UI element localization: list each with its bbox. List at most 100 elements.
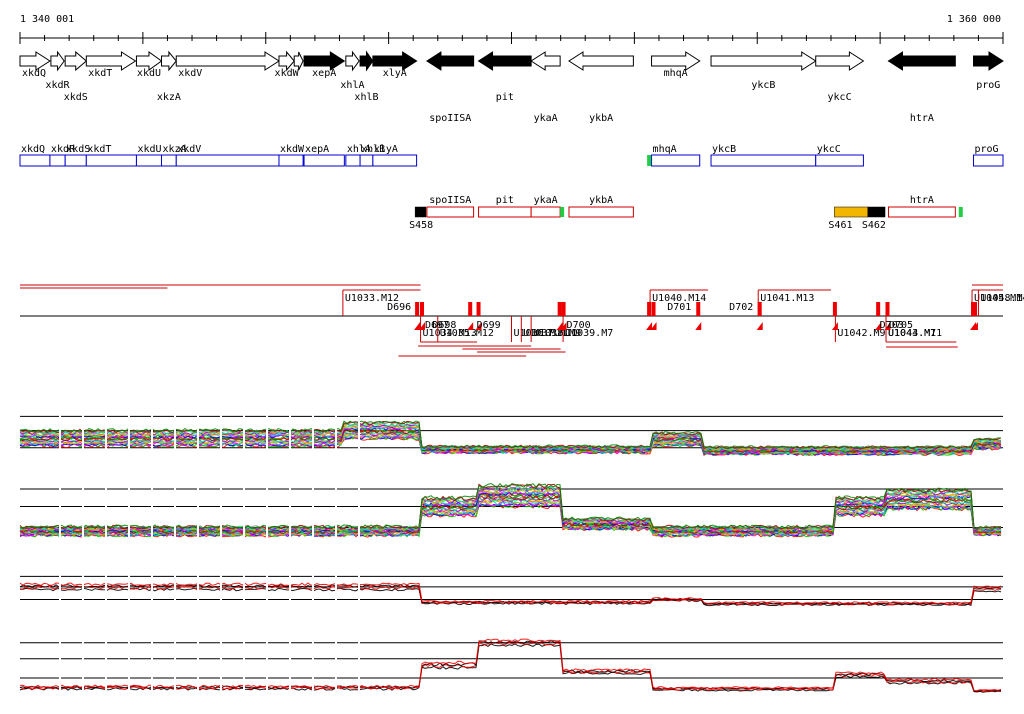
blue-feature-box [710, 154, 817, 167]
breakpoint-label: D701 [667, 302, 691, 313]
gene-label: xkdS [64, 92, 88, 103]
blue-feature-box [85, 154, 137, 167]
breakpoint-marker [876, 302, 881, 316]
red-feature-box [426, 206, 475, 218]
breakpoint-marker [468, 302, 473, 316]
blue-feature-box [64, 154, 87, 167]
gene-label: mhqA [664, 68, 688, 79]
breakpoint-marker [885, 302, 890, 316]
gene-arrow [345, 50, 360, 72]
breakpoint-marker [647, 302, 652, 316]
breakpoint-marker [757, 302, 762, 316]
breakpoint-marker [475, 322, 482, 330]
gene-label: htrA [910, 113, 934, 124]
breakpoint-label: D700 [567, 320, 591, 331]
red-feature-box [887, 206, 956, 218]
breakpoint-marker [971, 322, 978, 330]
profile-trace [19, 423, 1002, 451]
segment-label: U1041.M13 [760, 293, 814, 304]
breakpoint-marker [467, 322, 474, 330]
blue-feature-box [651, 154, 701, 167]
gene-arrow [815, 51, 865, 71]
gene-arrow [372, 51, 418, 71]
blue-feature-label: xhlB [361, 144, 385, 155]
gene-label: xkdQ [22, 68, 46, 79]
segment-label: U1040.M14 [652, 293, 706, 304]
red-feature-label: htrA [910, 195, 934, 206]
profile-panel-2 [19, 475, 1003, 545]
segment-label: U1039.M7 [565, 328, 613, 339]
profile-trace [19, 640, 1002, 692]
gene-label: xkdU [137, 68, 161, 79]
blue-feature-label: xkdT [87, 144, 111, 155]
red-feature-label: ykaA [534, 195, 558, 206]
gene-label: xkdW [275, 68, 300, 79]
gene-label: xhlA [340, 80, 364, 91]
breakpoint-marker [556, 322, 563, 330]
gene-arrow [887, 51, 956, 71]
segment-label: U1043.M11 [888, 328, 942, 339]
blue-feature-label: xkdQ [21, 144, 45, 155]
segment-label: U1036.M11 [513, 328, 567, 339]
profile-trace [19, 582, 1002, 605]
gene-label: proG [976, 80, 1000, 91]
profile-trace [19, 489, 1002, 532]
gene-arrow [161, 50, 177, 72]
breakpoint-marker [561, 302, 566, 316]
gene-label: ykaA [534, 113, 558, 124]
red-feature-box [478, 206, 532, 218]
red-feature-label: pit [496, 195, 514, 206]
breakpoint-marker [415, 302, 420, 316]
gene-arrow [477, 51, 532, 71]
profile-panel-3 [19, 568, 1003, 610]
gene-label: pit [496, 92, 514, 103]
profile-trace [19, 641, 1002, 693]
breakpoint-label: D703 [880, 320, 904, 331]
profile-trace [19, 422, 1002, 450]
breakpoint-marker [832, 302, 837, 316]
gene-arrow [973, 51, 1004, 71]
profile-trace [19, 643, 1002, 693]
ruler-ticks [19, 32, 1004, 44]
breakpoint-label: D702 [729, 302, 753, 313]
blue-feature-label: xkdR [51, 144, 76, 155]
blue-feature-label: proG [975, 144, 999, 155]
gene-label: xkdV [178, 68, 202, 79]
blue-feature-box [135, 154, 163, 167]
sigma-label: S461 [828, 220, 852, 231]
gene-label: xhlB [354, 92, 378, 103]
segment-label: U1034.M13 [423, 328, 477, 339]
blue-feature-label: xkdW [280, 144, 305, 155]
blue-feature-box [175, 154, 280, 167]
segmentation-track: U1033.M12 U1040.M14 U1041.M13 U1045.M14U104… [20, 284, 1024, 357]
segment-label: U1037.M10 [523, 328, 577, 339]
ruler-start-label: 1 340 001 [20, 14, 74, 25]
blue-marker [647, 155, 652, 166]
blue-feature-box [973, 154, 1004, 167]
blue-feature-box [345, 154, 361, 167]
blue-feature-label: mhqA [653, 144, 677, 155]
blue-feature-box [303, 154, 345, 167]
profile-trace [19, 482, 1001, 530]
gene-arrow [278, 50, 295, 72]
gene-label: ykcB [751, 80, 775, 91]
breakpoint-marker [884, 322, 891, 330]
blue-feature-box [372, 154, 418, 167]
profile-trace [19, 420, 1002, 450]
blue-feature-label: xepA [305, 144, 329, 155]
breakpoint-label: D697 [425, 320, 449, 331]
blue-feature-box [815, 154, 864, 167]
breakpoint-marker [651, 302, 656, 316]
blue-feature-label: xkdS [66, 144, 90, 155]
breakpoint-marker [756, 322, 763, 330]
gene-arrow [85, 51, 137, 71]
breakpoint-marker [875, 322, 882, 330]
gene-label: xkdR [46, 80, 71, 91]
gene-arrow [530, 51, 561, 71]
red-feature-box [530, 206, 561, 218]
sigma-label: S462 [862, 220, 886, 231]
segment-label: U1045.M14 [974, 293, 1024, 304]
breakpoint-marker [646, 322, 653, 330]
